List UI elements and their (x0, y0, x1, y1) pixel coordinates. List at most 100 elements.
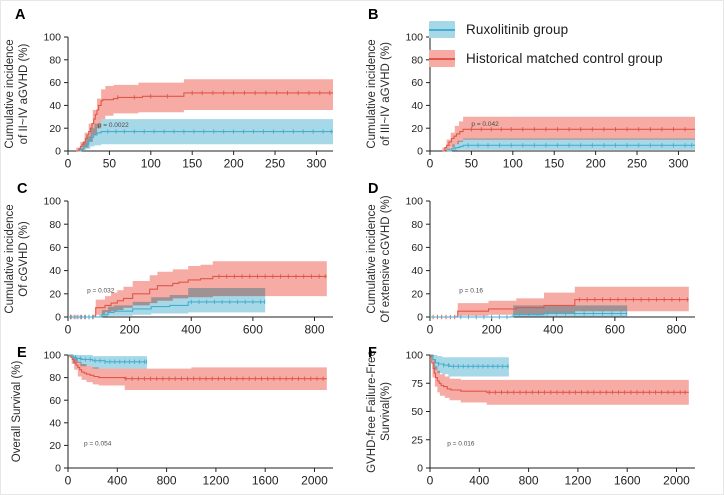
svg-text:0: 0 (65, 323, 72, 337)
svg-text:40: 40 (49, 265, 61, 277)
svg-text:60: 60 (49, 395, 61, 407)
svg-text:50: 50 (103, 157, 117, 171)
svg-text:40: 40 (49, 100, 61, 112)
svg-text:40: 40 (411, 100, 423, 112)
svg-text:800: 800 (666, 323, 686, 337)
svg-text:400: 400 (107, 474, 127, 488)
svg-text:80: 80 (411, 219, 423, 231)
panel-b-cumulative-incidence-iii-iv-agvhd: 0 20 40 60 80 100 0 50 100 150 200 250 300 p = 0.042 C… (363, 1, 723, 179)
svg-text:400: 400 (469, 474, 489, 488)
svg-text:20: 20 (49, 288, 61, 300)
svg-text:60: 60 (49, 77, 61, 89)
svg-text:E: E (17, 345, 27, 361)
svg-text:2000: 2000 (663, 474, 690, 488)
svg-text:800: 800 (304, 323, 324, 337)
svg-text:C: C (17, 181, 28, 197)
svg-text:20: 20 (411, 288, 423, 300)
svg-text:60: 60 (411, 242, 423, 254)
svg-text:0: 0 (65, 157, 72, 171)
svg-text:50: 50 (411, 406, 423, 418)
svg-text:200: 200 (482, 323, 502, 337)
legend-label-ruxolitinib: Ruxolitinib group (466, 22, 569, 37)
svg-text:20: 20 (49, 123, 61, 135)
svg-text:p = 0.0022: p = 0.0022 (98, 122, 129, 129)
legend-swatch-control (429, 50, 455, 67)
panel-e-overall-survival: 0 20 40 60 80 100 0 400 800 1200 1600 2000 p = 0.054… (1, 345, 363, 494)
legend-swatch-line (429, 57, 455, 60)
svg-text:50: 50 (465, 157, 479, 171)
svg-text:of III~IV aGVHD (%): of III~IV aGVHD (%) (380, 42, 392, 146)
svg-text:600: 600 (243, 323, 263, 337)
svg-text:250: 250 (627, 157, 647, 171)
svg-text:0: 0 (417, 146, 423, 158)
svg-text:0: 0 (417, 312, 423, 324)
svg-text:40: 40 (411, 265, 423, 277)
svg-text:40: 40 (49, 417, 61, 429)
svg-text:300: 300 (306, 157, 326, 171)
svg-text:60: 60 (411, 77, 423, 89)
svg-text:A: A (15, 7, 26, 23)
svg-text:80: 80 (49, 219, 61, 231)
svg-text:1200: 1200 (203, 474, 230, 488)
svg-text:p = 0.032: p = 0.032 (87, 288, 115, 295)
svg-text:20: 20 (411, 123, 423, 135)
svg-text:200: 200 (120, 323, 140, 337)
svg-text:150: 150 (544, 157, 564, 171)
svg-text:Survival(%): Survival(%) (380, 382, 392, 441)
svg-text:100: 100 (405, 350, 423, 362)
svg-text:1600: 1600 (614, 474, 641, 488)
svg-text:0: 0 (55, 312, 61, 324)
svg-text:1600: 1600 (252, 474, 279, 488)
svg-text:Overall Survival (%): Overall Survival (%) (11, 361, 23, 463)
svg-text:200: 200 (586, 157, 606, 171)
svg-text:600: 600 (605, 323, 625, 337)
svg-text:0: 0 (417, 463, 423, 475)
svg-text:80: 80 (411, 54, 423, 66)
svg-text:250: 250 (265, 157, 285, 171)
svg-text:150: 150 (182, 157, 202, 171)
svg-text:p = 0.16: p = 0.16 (459, 288, 483, 295)
svg-text:200: 200 (224, 157, 244, 171)
svg-text:Cumulative incidence: Cumulative incidence (4, 204, 16, 313)
svg-text:1200: 1200 (565, 474, 592, 488)
svg-text:0: 0 (427, 323, 434, 337)
svg-text:0: 0 (427, 157, 434, 171)
svg-text:20: 20 (49, 440, 61, 452)
legend-swatch-line (429, 28, 455, 31)
svg-text:Cumulative incidence: Cumulative incidence (4, 39, 16, 148)
svg-text:100: 100 (405, 32, 423, 44)
svg-text:60: 60 (49, 242, 61, 254)
svg-text:Of cGVHD (%): Of cGVHD (%) (18, 221, 30, 297)
svg-text:D: D (368, 181, 378, 197)
svg-text:100: 100 (141, 157, 161, 171)
svg-text:400: 400 (543, 323, 563, 337)
svg-text:Cumulative incidence: Cumulative incidence (366, 39, 378, 148)
svg-text:0: 0 (55, 146, 61, 158)
svg-text:300: 300 (668, 157, 688, 171)
panel-f-gvhd-free-failure-free-survival: 0 25 50 75 100 0 400 800 1200 1600 2000 p = 0.016 GV… (363, 345, 723, 494)
svg-text:GVHD-free Failure-Free: GVHD-free Failure-Free (366, 350, 378, 473)
svg-text:100: 100 (43, 350, 61, 362)
svg-text:Cumulative incidence: Cumulative incidence (366, 204, 378, 313)
svg-text:400: 400 (181, 323, 201, 337)
legend-item-control: Historical matched control group (429, 50, 663, 67)
svg-text:F: F (368, 345, 377, 361)
svg-text:Of extensive cGVHD (%): Of extensive cGVHD (%) (380, 195, 392, 322)
legend-item-ruxolitinib: Ruxolitinib group (429, 21, 663, 38)
panel-d-cumulative-incidence-extensive-cgvhd: 0 20 40 60 80 100 0 200 400 600 800 p = 0.16 Cumulat… (363, 179, 723, 345)
svg-text:p = 0.054: p = 0.054 (84, 440, 112, 447)
svg-text:2000: 2000 (301, 474, 328, 488)
svg-text:p = 0.042: p = 0.042 (471, 121, 499, 128)
svg-text:80: 80 (49, 54, 61, 66)
legend-label-control: Historical matched control group (466, 51, 663, 66)
svg-text:B: B (368, 7, 378, 23)
legend-swatch-ruxolitinib (429, 21, 455, 38)
svg-text:75: 75 (411, 378, 423, 390)
svg-text:p = 0.016: p = 0.016 (447, 440, 475, 447)
svg-text:0: 0 (427, 474, 434, 488)
svg-text:80: 80 (49, 372, 61, 384)
panel-a-cumulative-incidence-ii-iv-agvhd: 0 20 40 60 80 100 0 50 100 150 200 250 300 p = 0.0022… (1, 1, 363, 179)
svg-text:100: 100 (43, 32, 61, 44)
svg-text:25: 25 (411, 434, 423, 446)
